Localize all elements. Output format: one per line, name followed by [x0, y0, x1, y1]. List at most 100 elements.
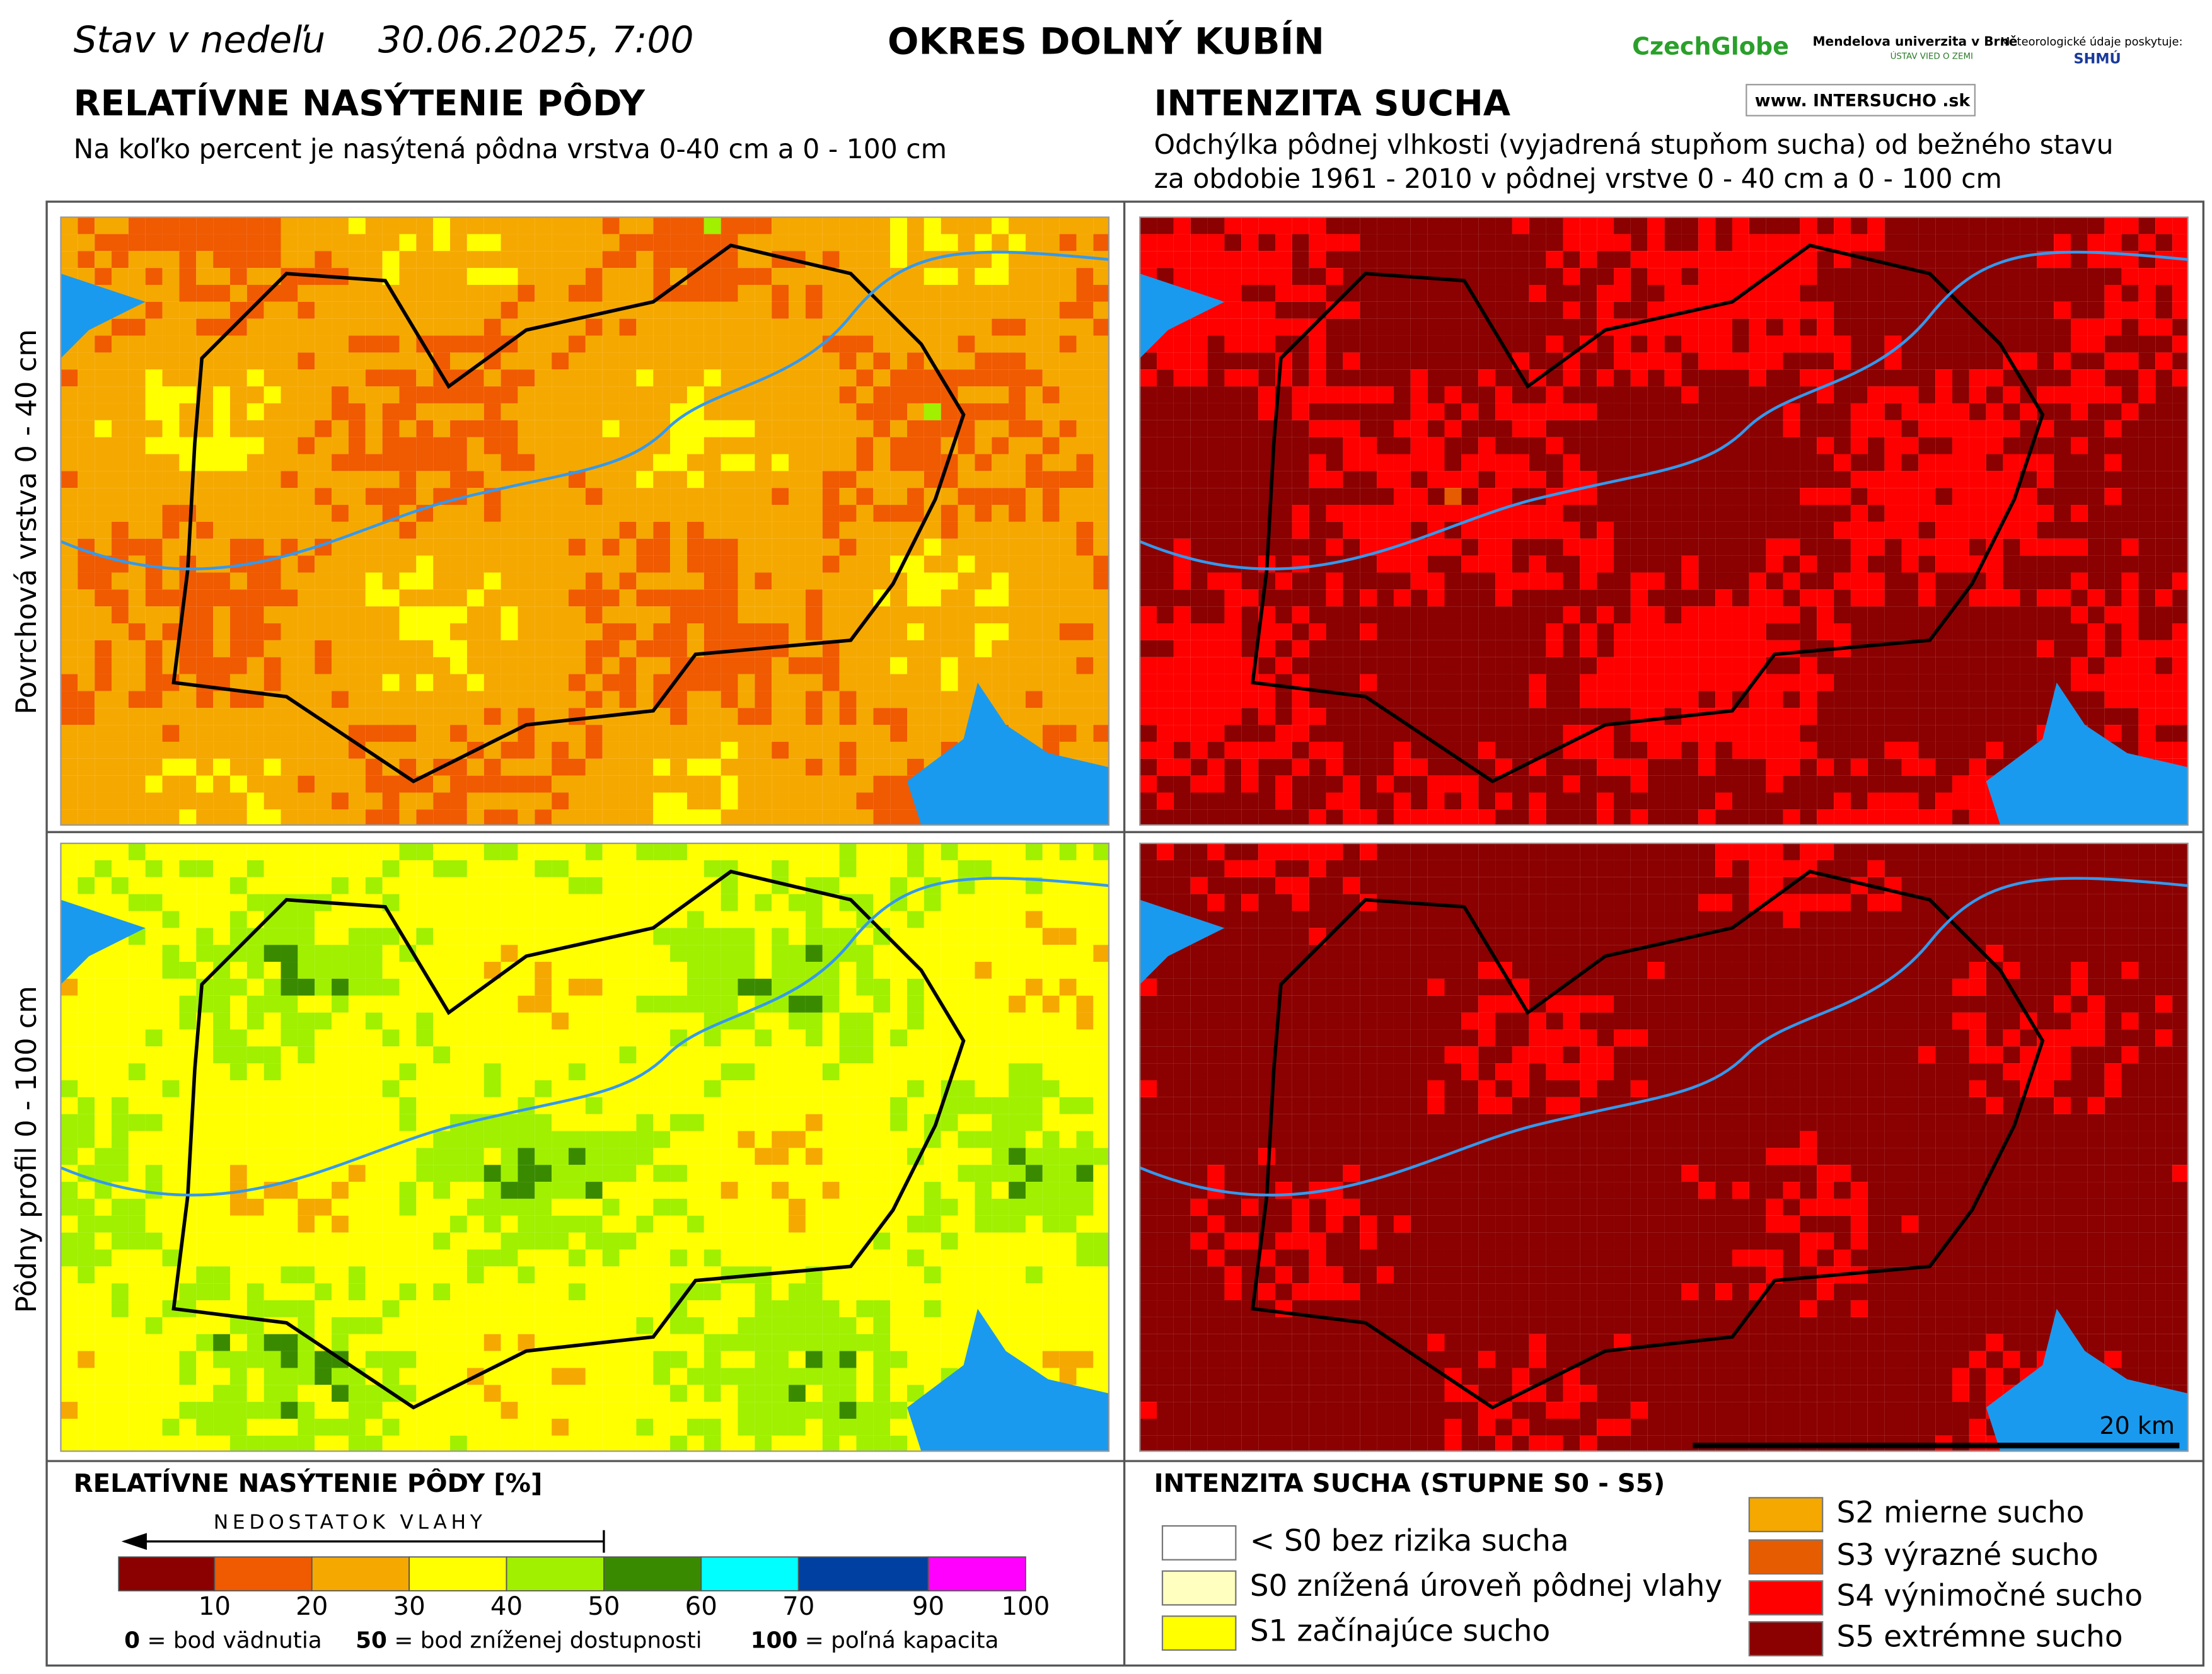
cell [1326, 589, 1343, 607]
cell [1918, 386, 1936, 403]
cell [1783, 521, 1800, 539]
cell [95, 691, 112, 708]
cell [1834, 555, 1851, 573]
cell [281, 792, 298, 810]
cell [1732, 521, 1749, 539]
cell [552, 352, 569, 370]
cell [1292, 352, 1309, 370]
cell [1478, 640, 1496, 657]
cell [2138, 623, 2156, 640]
cell [1224, 284, 1242, 302]
cell [1495, 809, 1512, 825]
cell [2054, 555, 2071, 573]
cell [1478, 268, 1496, 285]
cell [213, 640, 230, 657]
cell [721, 572, 738, 590]
cell [1292, 369, 1309, 387]
cell [535, 860, 552, 877]
cell [1190, 758, 1208, 776]
cell [1834, 657, 1851, 674]
cell [890, 843, 908, 860]
cell [1614, 251, 1631, 268]
cell [805, 369, 823, 387]
cell [907, 572, 924, 590]
cell [1009, 335, 1026, 353]
cell [568, 775, 586, 793]
cell [1969, 691, 1986, 708]
cell [501, 538, 518, 556]
cell [2003, 318, 2020, 336]
cell [2071, 284, 2088, 302]
cell [78, 860, 95, 877]
cell [263, 741, 281, 759]
cell [399, 251, 417, 268]
cell [1563, 403, 1580, 420]
cell [1427, 691, 1445, 708]
cell [2037, 538, 2054, 556]
cell [1766, 420, 1783, 437]
cell [772, 758, 789, 776]
cell [365, 674, 383, 691]
cell [348, 674, 366, 691]
cell [433, 589, 451, 607]
cell [1850, 471, 1868, 488]
cell [263, 386, 281, 403]
cell [653, 809, 671, 825]
cell [2087, 268, 2105, 285]
cell [162, 386, 180, 403]
cell [602, 403, 620, 420]
cell [1309, 284, 1326, 302]
cell [1076, 471, 1094, 488]
cell [1800, 674, 1817, 691]
cell [315, 657, 332, 674]
cell [112, 809, 129, 825]
cell [1410, 589, 1428, 607]
cell [941, 640, 958, 657]
cell [1766, 369, 1783, 387]
cell [281, 251, 298, 268]
cell [332, 792, 349, 810]
cell [2087, 589, 2105, 607]
cell [61, 437, 78, 454]
cell [738, 352, 755, 370]
cell [1580, 606, 1597, 624]
cell [1546, 758, 1563, 776]
cell [145, 843, 163, 860]
cell [1292, 471, 1309, 488]
cell [466, 538, 484, 556]
cell [95, 741, 112, 759]
cell [1681, 217, 1699, 234]
cell [1093, 471, 1109, 488]
cell [1360, 454, 1377, 471]
cell [1749, 471, 1766, 488]
cell [162, 217, 180, 234]
cell [1614, 521, 1631, 539]
cell [1495, 454, 1512, 471]
cell [128, 640, 146, 657]
cell [416, 877, 434, 894]
cell [1025, 572, 1043, 590]
cell [466, 674, 484, 691]
cell [907, 725, 924, 742]
cell [1512, 589, 1529, 607]
cell [196, 538, 214, 556]
cell [1698, 437, 1716, 454]
cell [552, 589, 569, 607]
cell [1207, 623, 1225, 640]
cell [2087, 234, 2105, 251]
cell [2054, 538, 2071, 556]
cell [1393, 369, 1411, 387]
cell [670, 758, 687, 776]
cell [1664, 251, 1682, 268]
cell [1309, 352, 1326, 370]
cell [1664, 640, 1682, 657]
cell [1884, 741, 1902, 759]
cell [162, 234, 180, 251]
cell [1630, 301, 1648, 319]
cell [1529, 589, 1546, 607]
cell [2037, 640, 2054, 657]
cell [518, 589, 535, 607]
cell [78, 741, 95, 759]
cell [2121, 606, 2139, 624]
cell [772, 809, 789, 825]
